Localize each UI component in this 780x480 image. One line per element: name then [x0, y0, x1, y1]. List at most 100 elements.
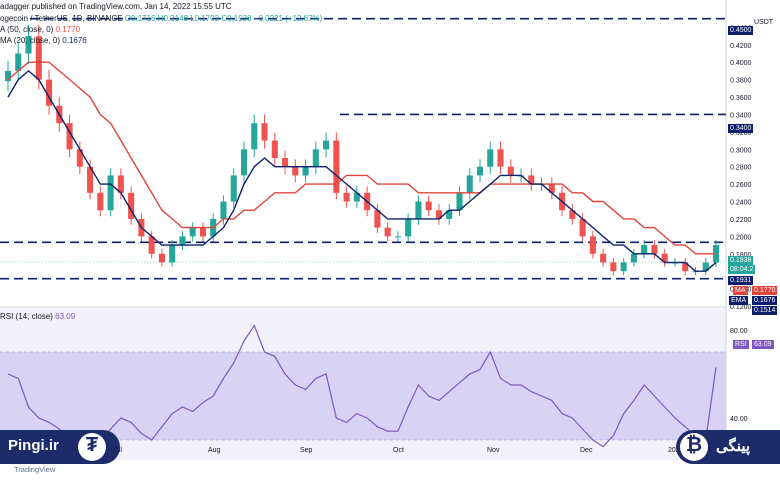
price-tick-label: 0.2600	[730, 182, 752, 189]
pingi-text: Pingi.ir	[8, 437, 59, 454]
price-tick-label: 0.3000	[730, 147, 752, 154]
candle-body	[641, 245, 648, 254]
price-tick-label: 0.3400	[730, 112, 752, 119]
candle-body	[189, 227, 196, 237]
candle-body	[169, 245, 176, 263]
candle-body	[292, 166, 299, 176]
candle-body	[394, 236, 401, 238]
candle-body	[148, 236, 155, 254]
x-axis-label: Oct	[393, 447, 404, 454]
candle-body	[271, 140, 278, 158]
candle-body	[435, 210, 442, 219]
candle-body	[610, 262, 617, 272]
candle-body	[425, 201, 432, 211]
candle-body	[15, 53, 22, 71]
rsi-legend: RSI (14, close) 63.09	[0, 312, 75, 321]
rsi-legend-value: 63.09	[55, 312, 76, 321]
candle-body	[107, 175, 114, 211]
candle-body	[25, 36, 32, 54]
ma-tag-name: MA	[733, 286, 748, 295]
candle-body	[230, 175, 237, 202]
ma-legend: A (50, close, 0) 0.1770	[0, 25, 80, 34]
price-tick-label: 0.1800	[730, 252, 752, 259]
rsi-tick-label: 40.00	[730, 416, 748, 423]
ma-legend-value: 0.1770	[55, 25, 81, 34]
x-axis-label: Sep	[300, 447, 313, 454]
candle-body	[702, 262, 709, 272]
rsi-tag-value: 63.09	[752, 340, 774, 349]
candle-body	[487, 149, 494, 167]
candle-body	[620, 262, 627, 272]
candle-body	[661, 253, 668, 263]
price-tick-label: 0.3600	[730, 95, 752, 102]
level-tag: 0.1931	[728, 276, 754, 285]
candle-body	[405, 218, 412, 237]
x-axis-label: Nov	[487, 447, 500, 454]
ohlc: O0.1716 H0.2148 L0.1703 C0.1938 −0.0221 …	[124, 14, 323, 23]
countdown-tag: 08:04:2	[728, 265, 756, 274]
candle-body	[179, 236, 186, 246]
candle-body	[76, 149, 83, 167]
candle-body	[323, 140, 330, 150]
pingi-logo-left: Pingi.ir ₮	[0, 430, 120, 464]
rsi-line	[7, 324, 717, 452]
candle-body	[333, 140, 340, 193]
candle-body	[528, 175, 535, 185]
price-tick-label: 0.2000	[730, 234, 752, 241]
candle-body	[312, 149, 319, 167]
ema-tag-name: EMA	[729, 296, 749, 305]
price-tick-label: 0.3800	[730, 78, 752, 85]
symbol: ogecoin / TetherUS, 1D, BINANCE	[0, 14, 123, 23]
candle-body	[199, 227, 206, 237]
candle-body	[651, 245, 658, 254]
ema-legend-label: MA (20, close, 0)	[0, 36, 61, 45]
candle-body	[630, 253, 637, 263]
candle-body	[282, 158, 289, 167]
rsi-tag-name: RSI	[733, 340, 749, 349]
price-tick-label: 0.4200	[730, 43, 752, 50]
ema-legend-value: 0.1676	[62, 36, 87, 45]
candle-body	[446, 210, 453, 219]
price-tick-label: 0.2400	[730, 200, 752, 207]
ma-legend-label: A (50, close, 0)	[0, 25, 54, 34]
ma-tag-value: 0.1770	[752, 286, 778, 295]
price-tick-label: 0.1200	[730, 304, 752, 311]
candle-body	[97, 192, 104, 211]
x-axis-label: Aug	[208, 447, 221, 454]
candle-body	[343, 192, 350, 202]
support-tag: 0.1514	[752, 306, 778, 315]
x-axis-label: 202	[668, 447, 680, 454]
candle-body	[353, 192, 360, 202]
candle-body	[415, 201, 422, 219]
price-tag: 0.1938	[728, 256, 754, 265]
tradingview-logo: TradingView	[14, 465, 56, 474]
currency-label: USDT	[754, 19, 774, 26]
candle-body	[87, 166, 94, 193]
ma-50-line	[7, 61, 716, 255]
candle-body	[600, 253, 607, 263]
bitcoin-icon: ₿	[680, 433, 708, 461]
candle-body	[240, 149, 248, 176]
candle-body	[220, 201, 227, 219]
ema-tag-value: 0.1676	[752, 296, 778, 305]
candle-body	[302, 166, 309, 176]
candle-body	[569, 210, 576, 219]
ema-legend: MA (20, close, 0) 0.1676	[0, 36, 87, 45]
candle-body	[35, 36, 42, 80]
pingi-fa-text: پینگی	[716, 438, 751, 455]
symbol-line: ogecoin / TetherUS, 1D, BINANCE O0.1716 …	[0, 14, 322, 23]
candle-body	[374, 210, 381, 228]
price-tick-label: 0.2800	[730, 165, 752, 172]
rsi-band	[0, 352, 726, 440]
price-tick-label: 0.4000	[730, 60, 752, 67]
candle-body	[158, 253, 165, 263]
publish-line: adagger published on TradingView.com, Ja…	[0, 2, 232, 11]
candle-body	[128, 192, 135, 219]
top-level-tag: 0.4500	[728, 26, 754, 35]
candle-body	[66, 123, 73, 150]
ema-20-line	[7, 69, 717, 272]
tether-icon: ₮	[78, 433, 106, 461]
candle-body	[384, 227, 391, 237]
candle-body	[261, 123, 268, 141]
